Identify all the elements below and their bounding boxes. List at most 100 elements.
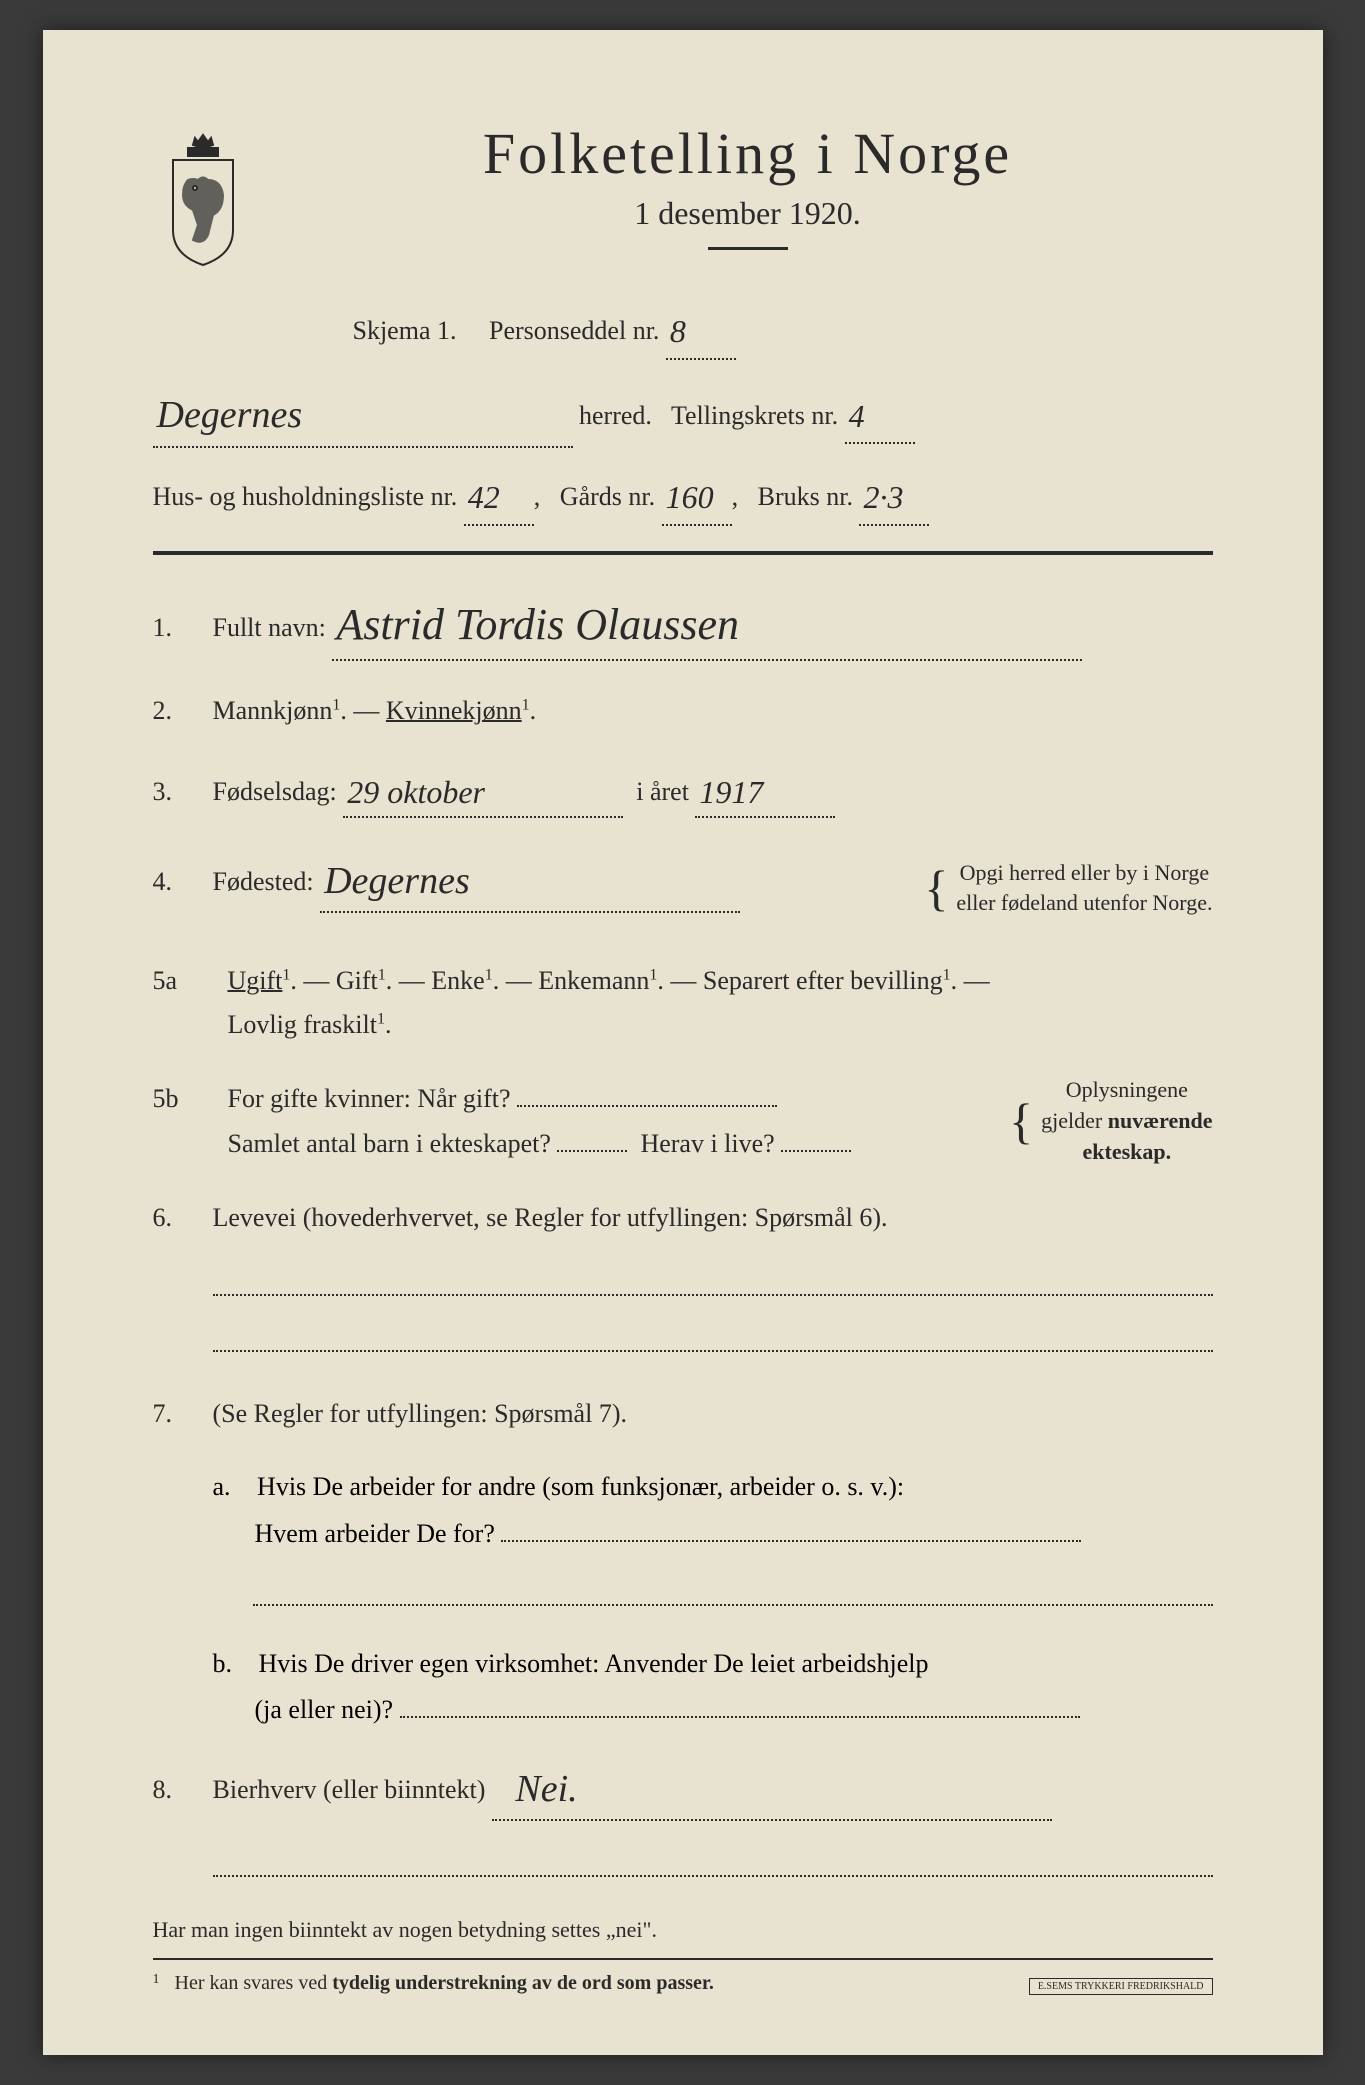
q5a-num: 5a [153,959,228,1003]
q3-year-field: 1917 [695,762,835,818]
tellingskrets-value: 4 [849,398,865,434]
footnote-num: 1 [153,1972,160,1987]
q1-value: Astrid Tordis Olaussen [336,600,739,649]
q4-note: { Opgi herred eller by i Norge eller fød… [924,846,1212,931]
q5a-opt2: Gift [336,966,378,995]
q5a-opt1: Ugift [228,966,283,995]
q7a-letter: a. [213,1472,231,1501]
q7b-line1: Hvis De driver egen virksomhet: Anvender… [259,1649,929,1678]
q4-note-line2: eller fødeland utenfor Norge. [956,888,1212,919]
question-1: 1. Fullt navn: Astrid Tordis Olaussen [153,585,1213,662]
skjema-line: Skjema 1. Personseddel nr. 8 [353,300,1213,360]
q6-num: 6. [153,1196,213,1240]
skjema-label: Skjema 1. [353,316,457,345]
q2-content: Mannkjønn1. — Kvinnekjønn1. [213,689,1213,733]
q5b-field3 [781,1150,851,1152]
question-7a: a. Hvis De arbeider for andre (som funks… [213,1464,1213,1558]
hus-value: 42 [468,479,500,515]
herred-value: Degernes [157,394,303,436]
q3-year-label: i året [636,777,689,806]
personseddel-value: 8 [670,313,686,349]
herred-line: Degernes herred. Tellingskrets nr. 4 [153,378,1213,448]
footer-note: Har man ingen biinntekt av nogen betydni… [153,1917,1213,1943]
q4-num: 4. [153,860,213,904]
hus-field: 42 [464,466,534,526]
question-7: 7. (Se Regler for utfyllingen: Spørsmål … [153,1392,1213,1436]
hus-line: Hus- og husholdningsliste nr. 42 , Gårds… [153,466,1213,526]
q2-sup1: 1 [332,697,340,714]
personseddel-field: 8 [666,300,736,360]
q7a-line1: Hvis De arbeider for andre (som funksjon… [257,1472,904,1501]
printer-mark: E.SEMS TRYKKERI FREDRIKSHALD [1029,1978,1213,1995]
q5b-content: For gifte kvinner: Når gift? Samlet anta… [228,1075,1213,1167]
q8-value: Nei. [515,1768,577,1810]
q5a-opt3: Enke [431,966,484,995]
question-8: 8. Bierhverv (eller biinntekt) Nei. [153,1754,1213,1821]
q3-num: 3. [153,770,213,814]
footer-rule [153,1958,1213,1960]
q5b-line2-label1: Samlet antal barn i ekteskapet? [228,1129,551,1158]
q2-opt1: Mannkjønn [213,696,333,725]
q4-left: Fødested: Degernes [213,846,925,913]
q5a-opt5: Separert efter bevilling [703,966,943,995]
tellingskrets-field: 4 [845,385,915,445]
q1-field: Astrid Tordis Olaussen [332,585,1082,662]
q3-day-field: 29 oktober [343,762,623,818]
q3-day-value: 29 oktober [347,774,485,810]
q8-blank-line [213,1849,1213,1877]
q4-content: Fødested: Degernes { Opgi herred eller b… [213,846,1213,931]
q7a-blank-line [253,1578,1213,1606]
census-form-document: Folketelling i Norge 1 desember 1920. Sk… [43,30,1323,2055]
q3-year-value: 1917 [699,774,763,810]
question-5a: 5a Ugift1. — Gift1. — Enke1. — Enkemann1… [153,959,1213,1047]
coat-of-arms-icon [153,130,253,270]
q5b-field1 [517,1105,777,1107]
bruks-label: Bruks nr. [758,482,853,511]
herred-label: herred. [579,401,652,430]
bruks-field: 2·3 [859,466,929,526]
bruks-value: 2·3 [863,479,903,515]
question-4: 4. Fødested: Degernes { Opgi herred elle… [153,846,1213,931]
q5b-left: For gifte kvinner: Når gift? Samlet anta… [228,1077,1010,1165]
q7-content: (Se Regler for utfyllingen: Spørsmål 7). [213,1392,1213,1436]
q5b-note: { Oplysningene gjelder nuværende ekteska… [1009,1075,1212,1167]
q8-content: Bierhverv (eller biinntekt) Nei. [213,1754,1213,1821]
q6-content: Levevei (hovederhvervet, se Regler for u… [213,1196,1213,1240]
question-5b: 5b For gifte kvinner: Når gift? Samlet a… [153,1075,1213,1167]
q4-label: Fødested: [213,867,314,896]
question-7b: b. Hvis De driver egen virksomhet: Anven… [213,1641,1213,1735]
footnote-bold: tydelig understrekning av de ord som pas… [332,1972,714,1994]
q3-label: Fødselsdag: [213,777,337,806]
personseddel-label: Personseddel nr. [489,316,659,345]
q2-opt2: Kvinnekjønn [386,696,522,725]
gards-value: 160 [666,479,714,515]
q4-note-line1: Opgi herred eller by i Norge [956,858,1212,889]
q7a-field [501,1540,1081,1542]
q8-field: Nei. [492,1754,1052,1821]
q8-num: 8. [153,1768,213,1812]
main-title: Folketelling i Norge [283,120,1213,187]
q5a-opt6: Lovlig fraskilt [228,1010,377,1039]
q5b-note-line2: gjelder nuværende [1041,1106,1212,1137]
q5b-note-line3: ekteskap. [1041,1137,1212,1168]
question-2: 2. Mannkjønn1. — Kvinnekjønn1. [153,689,1213,733]
q5a-content: Ugift1. — Gift1. — Enke1. — Enkemann1. —… [228,959,1213,1047]
q7a-line2: Hvem arbeider De for? [255,1519,495,1548]
q5b-line2-label2: Herav i live? [640,1129,774,1158]
q1-label: Fullt navn: [213,613,326,642]
q5a-opt4: Enkemann [538,966,649,995]
q4-field: Degernes [320,846,740,913]
gards-field: 160 [662,466,732,526]
q4-value: Degernes [324,860,470,902]
q4-note-text: Opgi herred eller by i Norge eller fødel… [956,858,1212,920]
hus-label: Hus- og husholdningsliste nr. [153,482,458,511]
q7-header: (Se Regler for utfyllingen: Spørsmål 7). [213,1399,627,1428]
title-underline [708,247,788,250]
q7b-field [400,1716,1080,1718]
herred-field: Degernes [153,378,573,448]
footnote-text1: Her kan svares ved [175,1972,333,1994]
title-block: Folketelling i Norge 1 desember 1920. [283,120,1213,280]
gards-label: Gårds nr. [560,482,655,511]
q6-blank-line2 [213,1324,1213,1352]
question-3: 3. Fødselsdag: 29 oktober i året 1917 [153,762,1213,818]
